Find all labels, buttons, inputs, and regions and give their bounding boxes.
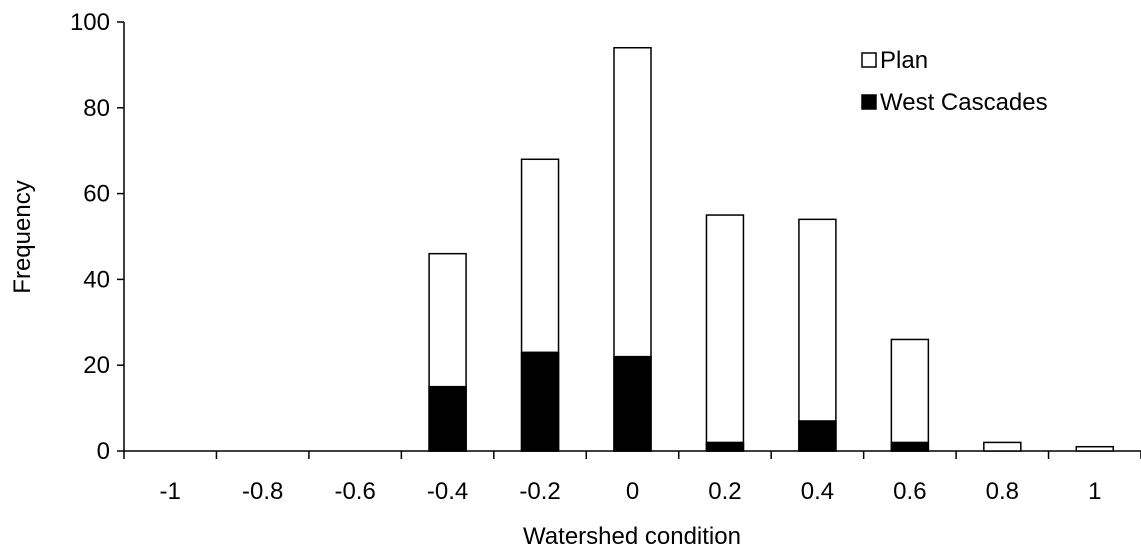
- x-axis: -1 -0.8 -0.6 -0.4 -0.2 0 0.2 0.4 0.6 0.8 1: [123, 450, 1141, 505]
- y-tick-label: 60: [83, 181, 110, 208]
- x-axis-title: Watershed condition: [523, 523, 741, 550]
- bar-west-cascades: [890, 441, 930, 452]
- x-tick-label: -0.2: [519, 478, 560, 505]
- y-tick-label: 20: [83, 352, 110, 379]
- y-axis: 0 20 40 60 80 100: [70, 9, 125, 465]
- bar-plan: [890, 338, 930, 452]
- x-tick-label: 0: [626, 478, 639, 505]
- x-tick-label: -1: [160, 478, 181, 505]
- legend-label-west-cascades: West Cascades: [880, 89, 1048, 116]
- bars: [428, 46, 1115, 452]
- y-tick-label: 80: [83, 95, 110, 122]
- x-tick-label: -0.6: [334, 478, 375, 505]
- x-tick-label: 0.8: [986, 478, 1019, 505]
- legend-swatch-plan: [861, 52, 877, 68]
- bar-plan: [983, 441, 1022, 452]
- bar-west-cascades: [798, 420, 837, 452]
- x-tick-label: 0.6: [893, 478, 926, 505]
- x-tick-label: 0.4: [801, 478, 834, 505]
- x-tick-label: -0.4: [427, 478, 468, 505]
- bar-plan: [705, 214, 745, 452]
- bar-west-cascades: [428, 385, 467, 452]
- y-tick-label: 40: [83, 266, 110, 293]
- legend-label-plan: Plan: [880, 47, 928, 74]
- x-tick-label: -0.8: [242, 478, 283, 505]
- y-tick-label: 0: [97, 438, 110, 465]
- bar-plan: [1075, 445, 1115, 452]
- y-tick-label: 100: [70, 9, 110, 36]
- x-tick-label: 0.2: [708, 478, 741, 505]
- bar-west-cascades: [613, 355, 652, 452]
- bar-west-cascades: [520, 351, 560, 452]
- legend-swatch-west-cascades: [861, 94, 877, 110]
- bar-plan: [798, 218, 837, 452]
- bar-west-cascades: [705, 441, 745, 452]
- y-axis-title: Frequency: [9, 180, 36, 293]
- legend: Plan West Cascades: [861, 47, 1048, 116]
- x-tick-label: 1: [1088, 478, 1101, 505]
